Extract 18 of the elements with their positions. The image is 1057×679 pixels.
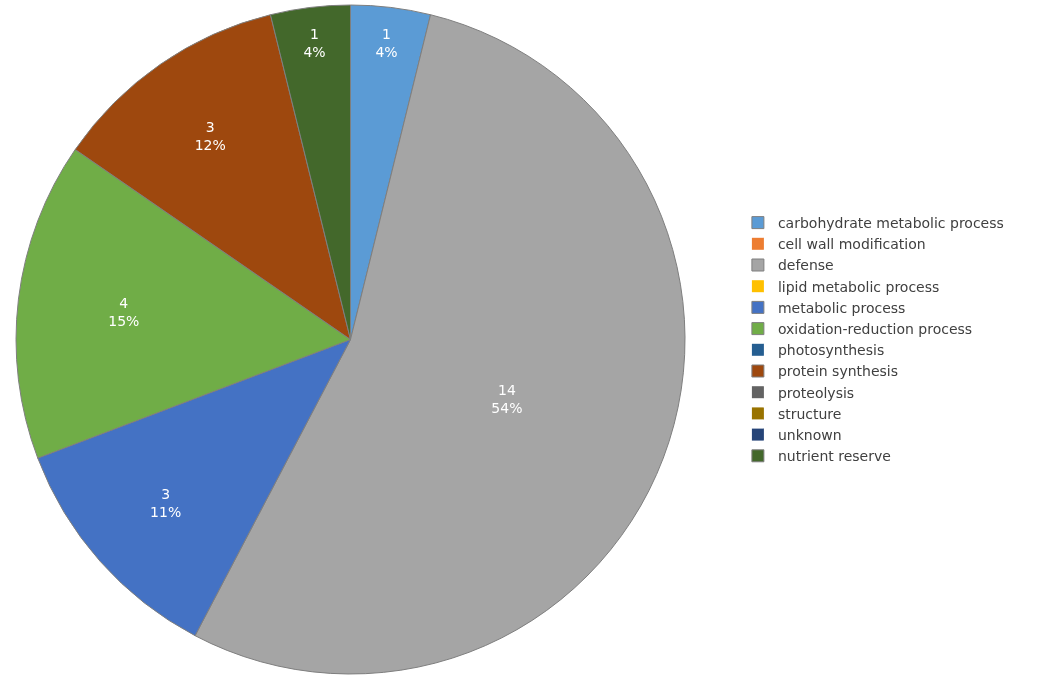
data-label: 4 15% bbox=[108, 294, 140, 330]
legend-label: cell wall modification bbox=[777, 236, 926, 253]
data-label: 3 11% bbox=[150, 486, 182, 521]
legend-label: metabolic process bbox=[777, 299, 906, 316]
legend-label: oxidation-reduction process bbox=[777, 321, 973, 338]
data-label: 14 54% bbox=[491, 381, 523, 416]
data-label: 3 12% bbox=[194, 119, 226, 154]
data-label: 1 4% bbox=[375, 26, 398, 61]
legend-label: unknown bbox=[777, 427, 842, 444]
legend-label: nutrient reserve bbox=[777, 448, 891, 465]
legend-label: carbohydrate metabolic process bbox=[777, 215, 1004, 232]
legend-label: protein synthesis bbox=[777, 363, 899, 380]
legend-label: structure bbox=[777, 405, 842, 422]
data-label: 1 4% bbox=[303, 26, 326, 61]
legend-label: proteolysis bbox=[777, 384, 855, 401]
legend-label: photosynthesis bbox=[777, 342, 885, 359]
legend-label: defense bbox=[777, 257, 834, 274]
legend-label: lipid metabolic process bbox=[777, 278, 940, 295]
